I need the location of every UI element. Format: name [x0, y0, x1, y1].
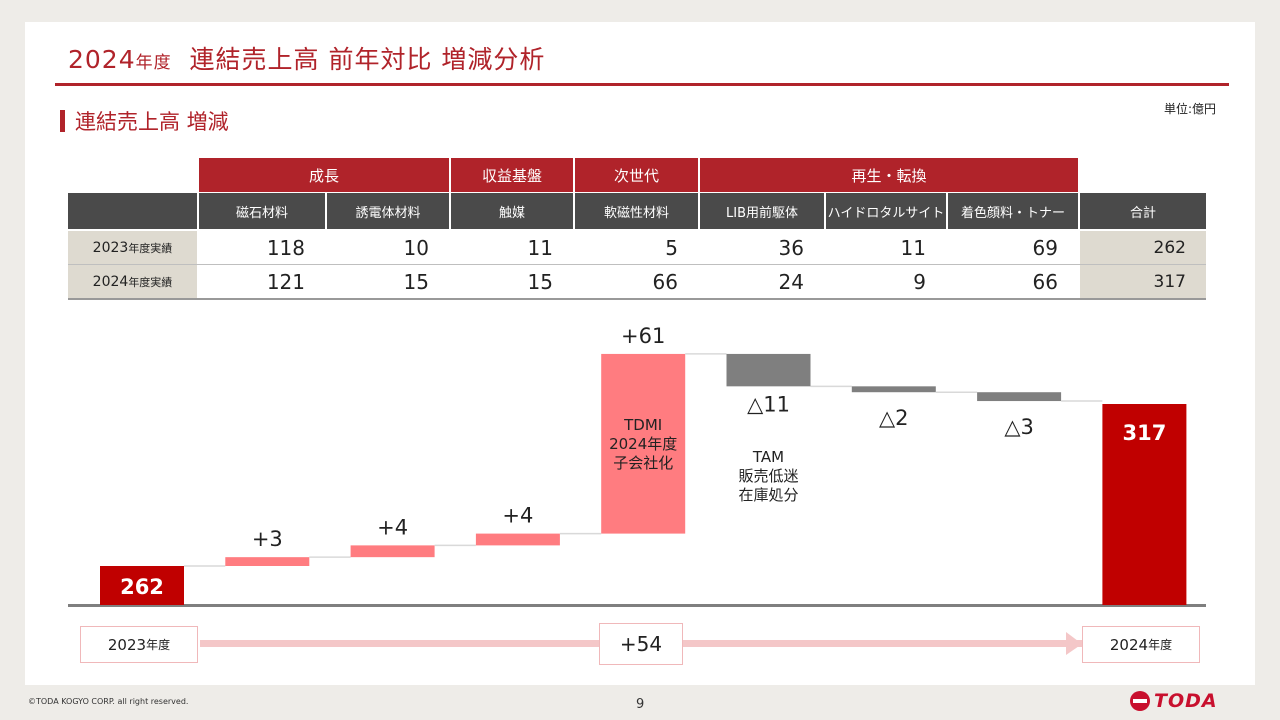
arrow-head-icon	[1066, 632, 1082, 655]
x-axis-line	[68, 604, 1206, 607]
header-pigment: 着色顔料・トナー	[948, 193, 1078, 229]
delta-label: +4	[502, 504, 533, 528]
table-cell: 118	[266, 235, 305, 260]
table-cell: 36	[778, 235, 804, 260]
bar-increase	[225, 557, 310, 566]
bar-end	[1102, 404, 1187, 605]
delta-label: △2	[879, 406, 909, 430]
bar-label-end: 317	[1122, 421, 1166, 445]
section-title: 連結売上高 増減	[60, 106, 229, 136]
table-cell: 11	[527, 235, 553, 260]
header-lib: LIB用前駆体	[700, 193, 824, 229]
from-year-box: 2023 年度	[80, 626, 198, 663]
delta-label: △3	[1004, 415, 1034, 439]
header-blank	[68, 193, 197, 229]
group-next-gen: 次世代	[575, 158, 698, 192]
table-cell: 9	[913, 269, 926, 294]
table-cell: 15	[403, 269, 429, 294]
table-cell: 66	[652, 269, 678, 294]
table-cell: 15	[527, 269, 553, 294]
page-title: 2024年度 連結売上高 前年対比 増減分析	[68, 45, 546, 74]
unit-label: 単位:億円	[1163, 102, 1216, 116]
total-cell-2024: 317	[1080, 265, 1206, 298]
bar-label-start: 262	[120, 575, 164, 599]
annotation-text: TAM	[752, 448, 784, 466]
total-change-box: +54	[599, 623, 683, 665]
group-revenue-base: 収益基盤	[451, 158, 573, 192]
to-year-box: 2024 年度	[1082, 626, 1200, 663]
annotation-text: 2024年度	[609, 435, 677, 453]
bar-increase	[601, 353, 686, 534]
logo-mark-icon	[1130, 691, 1150, 711]
delta-label: △11	[747, 392, 790, 416]
bar-decrease	[977, 392, 1062, 402]
table-bottom-rule	[68, 298, 1206, 300]
header-total: 合計	[1080, 193, 1206, 229]
group-growth: 成長	[199, 158, 449, 192]
bar-start	[100, 566, 184, 605]
annotation-text: 販売低迷	[738, 467, 798, 485]
toda-logo: TODA	[1130, 690, 1218, 712]
group-regeneration: 再生・転換	[700, 158, 1078, 192]
header-magnet: 磁石材料	[199, 193, 325, 229]
delta-label: +3	[252, 527, 283, 551]
table-cell: 121	[266, 269, 305, 294]
copyright: ©TODA KOGYO CORP. all right reserved.	[28, 697, 189, 706]
bar-decrease	[726, 353, 811, 387]
row-divider	[68, 264, 1206, 265]
table-cell: 11	[900, 235, 926, 260]
header-soft-magnetic: 軟磁性材料	[575, 193, 698, 229]
bar-increase	[350, 545, 435, 558]
annotation-text: 子会社化	[613, 454, 673, 472]
slide-background	[25, 22, 1255, 685]
bar-decrease	[851, 386, 936, 393]
header-dielectric: 誘電体材料	[327, 193, 449, 229]
table-cell: 10	[403, 235, 429, 260]
page-number: 9	[636, 697, 645, 712]
table-cell: 66	[1032, 269, 1058, 294]
annotation-text: TDMI	[623, 416, 662, 434]
row-label-2023: 2023 年度実績	[68, 231, 197, 264]
table-cell: 69	[1032, 235, 1058, 260]
delta-label: +61	[621, 324, 665, 348]
row-label-2024: 2024 年度実績	[68, 265, 197, 298]
delta-label: +4	[377, 515, 408, 539]
table-cell: 5	[665, 235, 678, 260]
header-hydrotalcite: ハイドロタルサイト	[826, 193, 946, 229]
table-cell: 24	[778, 269, 804, 294]
title-underline	[55, 83, 1229, 86]
total-cell-2023: 262	[1080, 231, 1206, 264]
header-catalyst: 触媒	[451, 193, 573, 229]
bar-increase	[475, 533, 560, 546]
annotation-text: 在庫処分	[738, 486, 798, 504]
